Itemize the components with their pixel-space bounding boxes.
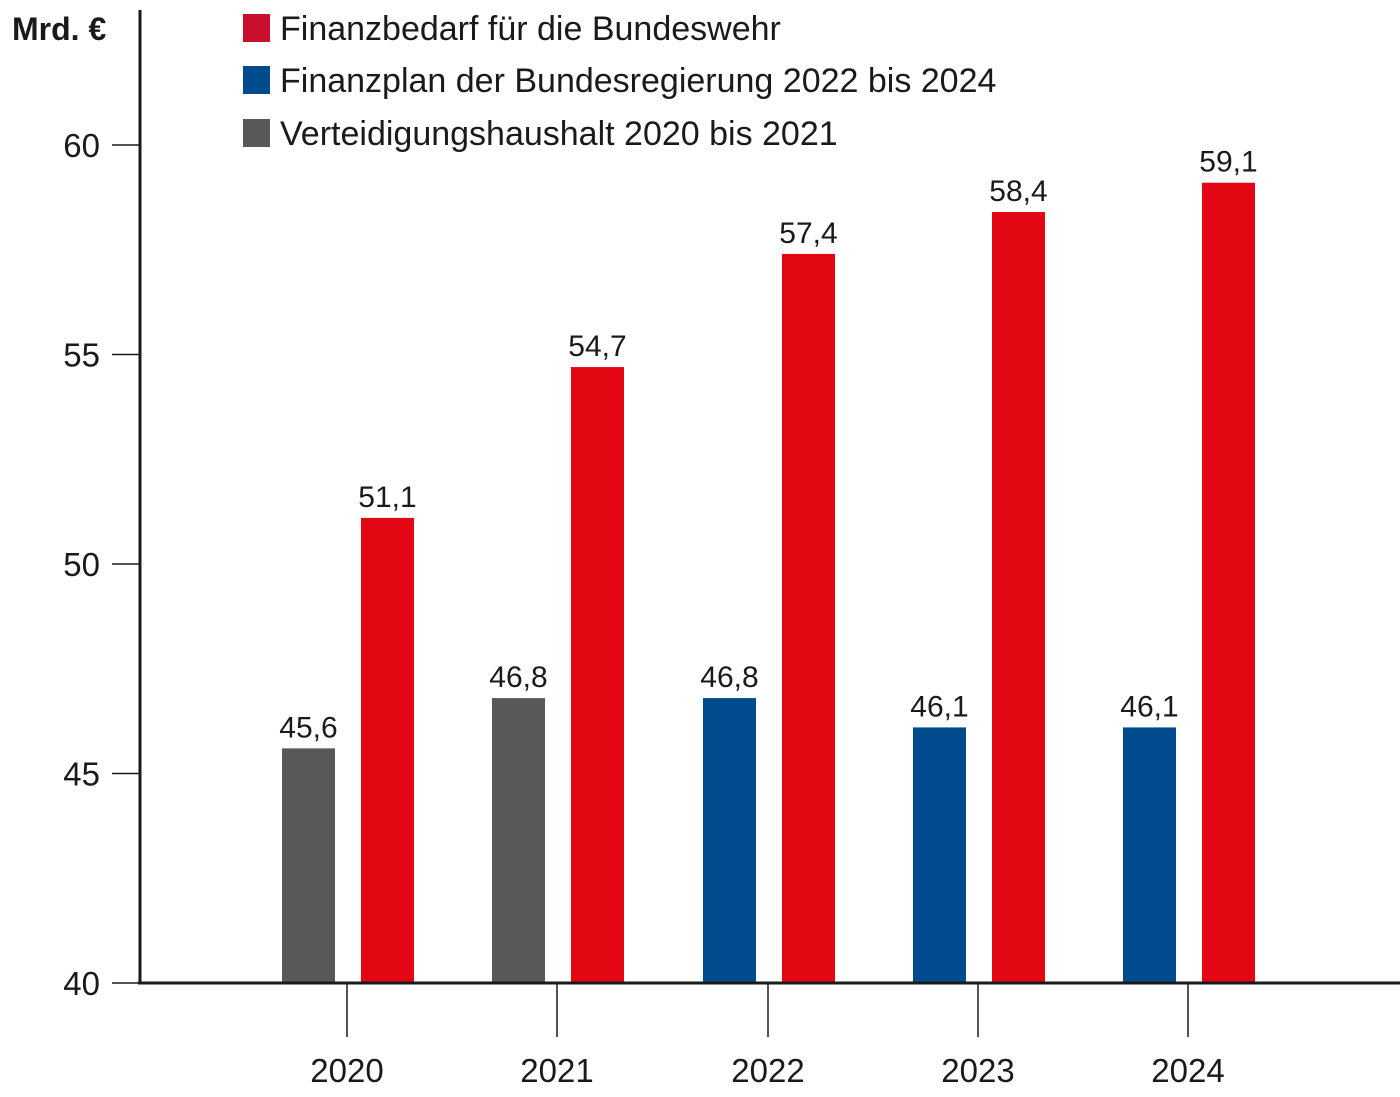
bar-2022-series-0 <box>703 698 756 983</box>
data-label: 51,1 <box>358 481 416 514</box>
data-label: 46,1 <box>910 690 968 723</box>
legend-swatch <box>243 119 270 147</box>
bar-2021-series-0 <box>492 698 545 983</box>
x-tick-label: 2021 <box>520 1052 593 1089</box>
bar-2020-series-0 <box>282 748 335 983</box>
data-label: 46,8 <box>700 661 758 694</box>
y-tick-label: 45 <box>63 756 100 793</box>
y-tick-label: 60 <box>63 127 100 164</box>
bar-2023-series-0 <box>913 727 966 983</box>
data-label: 46,8 <box>489 661 547 694</box>
x-axis-ticks: 2020 2021 2022 2023 2024 <box>310 983 1225 1089</box>
y-axis-ticks: 40 45 50 55 60 <box>63 127 140 1002</box>
data-label: 46,1 <box>1120 690 1178 723</box>
x-tick-label: 2024 <box>1151 1052 1224 1089</box>
legend-label: Finanzbedarf für die Bundeswehr <box>280 10 781 48</box>
x-tick-label: 2020 <box>310 1052 383 1089</box>
bar-2020-series-1 <box>361 517 414 983</box>
data-label: 45,6 <box>279 711 337 744</box>
y-tick-label: 55 <box>63 337 100 374</box>
value-labels: 45,6 46,8 46,8 46,1 46,1 51,1 54,7 57,4 58,4 59,1 <box>279 146 1257 745</box>
x-tick-label: 2022 <box>731 1052 804 1089</box>
legend-label: Verteidigungshaushalt 2020 bis 2021 <box>280 115 838 153</box>
data-label: 54,7 <box>568 330 626 363</box>
y-tick-label: 50 <box>63 546 100 583</box>
bar-2024-series-0 <box>1123 727 1176 983</box>
bar-2024-series-1 <box>1202 182 1255 983</box>
bars <box>282 182 1255 984</box>
bar-2022-series-1 <box>782 253 835 983</box>
data-label: 58,4 <box>989 175 1047 208</box>
data-label: 57,4 <box>779 217 837 250</box>
y-tick-label: 40 <box>63 965 100 1002</box>
y-axis-unit-label: Mrd. € <box>12 11 106 47</box>
data-label: 59,1 <box>1199 146 1257 179</box>
bar-2023-series-1 <box>992 212 1045 984</box>
legend-swatch <box>243 14 270 42</box>
legend-swatch <box>243 66 270 94</box>
legend: Finanzbedarf für die Bundeswehr Finanzpla… <box>243 10 996 153</box>
legend-label: Finanzplan der Bundesregierung 2022 bis … <box>280 62 996 100</box>
x-tick-label: 2023 <box>941 1052 1014 1089</box>
bar-2021-series-1 <box>571 367 624 983</box>
